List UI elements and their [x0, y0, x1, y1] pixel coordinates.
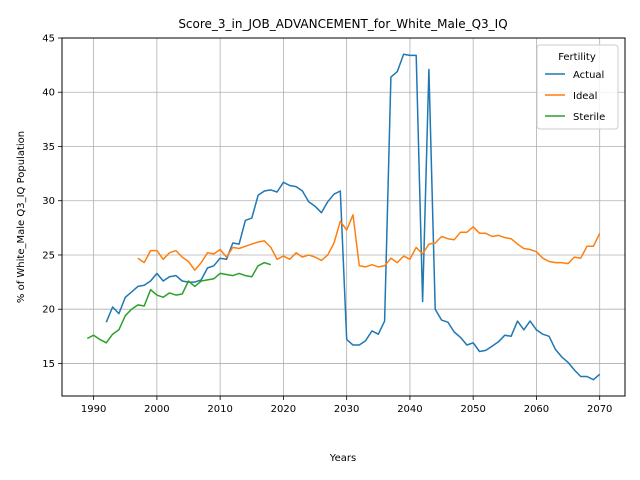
legend-label-ideal: Ideal: [573, 91, 597, 102]
x-tick-label: 2040: [397, 404, 422, 415]
x-tick-label: 2070: [587, 404, 612, 415]
x-tick-label: 2050: [460, 404, 485, 415]
legend-label-sterile: Sterile: [573, 112, 605, 123]
x-tick-label: 2060: [524, 404, 549, 415]
x-tick-label: 2000: [144, 404, 169, 415]
x-tick-label: 2010: [207, 404, 232, 415]
x-tick-label: 1990: [81, 404, 106, 415]
legend: Fertility Actual Ideal Sterile: [536, 44, 619, 130]
series-lines: [86, 53, 601, 381]
series-line-ideal: [137, 214, 601, 271]
y-axis-label: % of White_Male Q3_IQ Population: [16, 131, 27, 303]
y-tick-label: 25: [42, 250, 55, 261]
legend-title: Fertility: [558, 52, 596, 63]
x-axis-label: Years: [329, 453, 356, 464]
y-tick-label: 45: [42, 34, 55, 45]
y-tick-label: 15: [42, 359, 55, 370]
x-tick-label: 2020: [271, 404, 296, 415]
axis-ticks: 1990 2000 2010 2020 2030 2040 2050 2060 20701520…: [42, 34, 612, 416]
y-tick-label: 20: [42, 305, 55, 316]
y-tick-label: 30: [42, 196, 55, 207]
y-tick-label: 40: [42, 88, 55, 99]
y-tick-label: 35: [42, 142, 55, 153]
legend-box: [536, 44, 619, 130]
x-tick-label: 2030: [334, 404, 359, 415]
legend-items: Actual Ideal Sterile: [545, 70, 605, 123]
plot-frame: [61, 37, 626, 397]
chart-title: Score_3_in_JOB_ADVANCEMENT_for_White_Mal…: [178, 17, 507, 31]
legend-label-actual: Actual: [573, 70, 604, 81]
series-line-sterile: [86, 261, 272, 344]
